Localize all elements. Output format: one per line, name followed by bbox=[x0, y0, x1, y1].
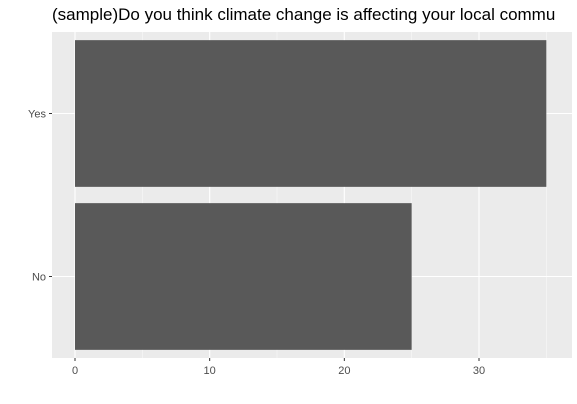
y-axis: Yes No bbox=[28, 109, 52, 284]
bar-yes bbox=[75, 40, 547, 187]
x-tick-label: 20 bbox=[338, 365, 350, 377]
x-axis: 0 10 20 30 bbox=[72, 358, 485, 377]
bars bbox=[75, 40, 547, 350]
x-tick-label: 0 bbox=[72, 365, 78, 377]
chart-title: (sample)Do you think climate change is a… bbox=[52, 5, 555, 24]
y-tick-label-yes: Yes bbox=[28, 109, 46, 121]
bar-no bbox=[75, 203, 412, 350]
y-tick-label-no: No bbox=[32, 272, 46, 284]
x-tick-label: 30 bbox=[473, 365, 485, 377]
x-tick-label: 10 bbox=[204, 365, 216, 377]
